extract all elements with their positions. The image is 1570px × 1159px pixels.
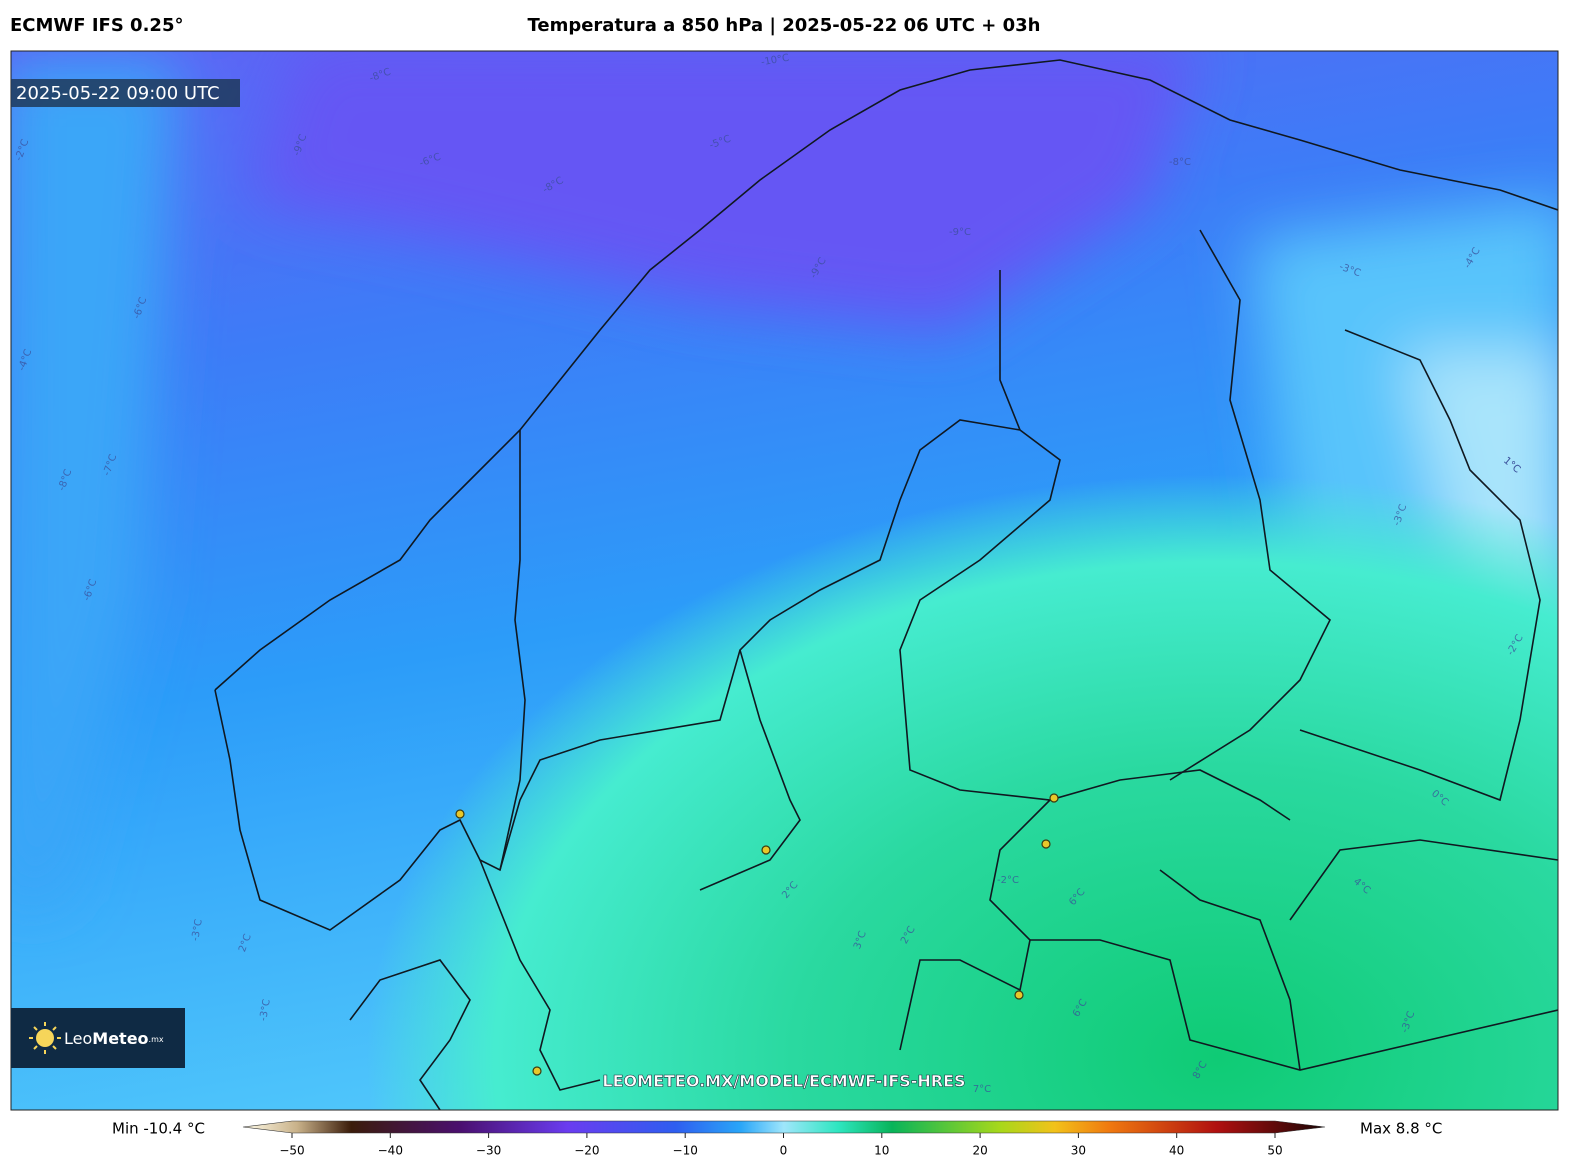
tick-label: 20: [972, 1144, 987, 1158]
logo-suffix: .mx: [149, 1035, 164, 1044]
logo-bold: Meteo: [92, 1029, 148, 1048]
colorbar: [242, 1120, 1326, 1134]
max-label: Max 8.8 °C: [1360, 1120, 1442, 1138]
tick-label: 10: [874, 1144, 889, 1158]
colorbar-ticks: −50 −40 −30 −20 −10 0 10 20 30 40 50: [279, 1133, 1283, 1158]
min-label: Min -10.4 °C: [112, 1120, 205, 1138]
tick-label: 0: [780, 1144, 788, 1158]
map-title: Temperatura a 850 hPa | 2025-05-22 06 UT…: [527, 15, 1040, 36]
city-markers: [455, 793, 1059, 1076]
contour-label: -2°C: [997, 875, 1019, 886]
tick-label: −40: [378, 1144, 403, 1158]
logo-light: Leo: [64, 1029, 92, 1048]
coastlines: [214, 59, 1558, 1110]
tick-label: 50: [1267, 1144, 1282, 1158]
time-box: [11, 79, 240, 107]
model-name: ECMWF IFS 0.25°: [10, 15, 183, 36]
logo-sun: [36, 1029, 54, 1047]
tick-label: −50: [279, 1144, 304, 1158]
tick-label: −10: [673, 1144, 698, 1158]
tick-label: −20: [574, 1144, 599, 1158]
tick-label: 30: [1071, 1144, 1086, 1158]
contour-label: -10°C: [760, 53, 790, 69]
logo-text: LeoMeteo.mx: [64, 1029, 164, 1048]
watermark: LEOMETEO.MX/MODEL/ECMWF-IFS-HRES: [602, 1072, 965, 1091]
logo-rays: [29, 1022, 61, 1054]
tick-label: 40: [1169, 1144, 1184, 1158]
map-frame: [10, 50, 1559, 1111]
temperature-field: -8°C-10°C-9°C-6°C-5°C-8°C-9°C-9°C-8°C-3°…: [11, 51, 1558, 1110]
contour-label: -3°C: [190, 918, 205, 942]
contour-label: -9°C: [949, 227, 971, 238]
contour-label: -8°C: [1169, 157, 1191, 168]
valid-time: 2025-05-22 09:00 UTC: [16, 83, 220, 104]
tick-label: −30: [476, 1144, 501, 1158]
contour-label: 7°C: [973, 1084, 991, 1095]
contour-label: -3°C: [258, 998, 273, 1022]
